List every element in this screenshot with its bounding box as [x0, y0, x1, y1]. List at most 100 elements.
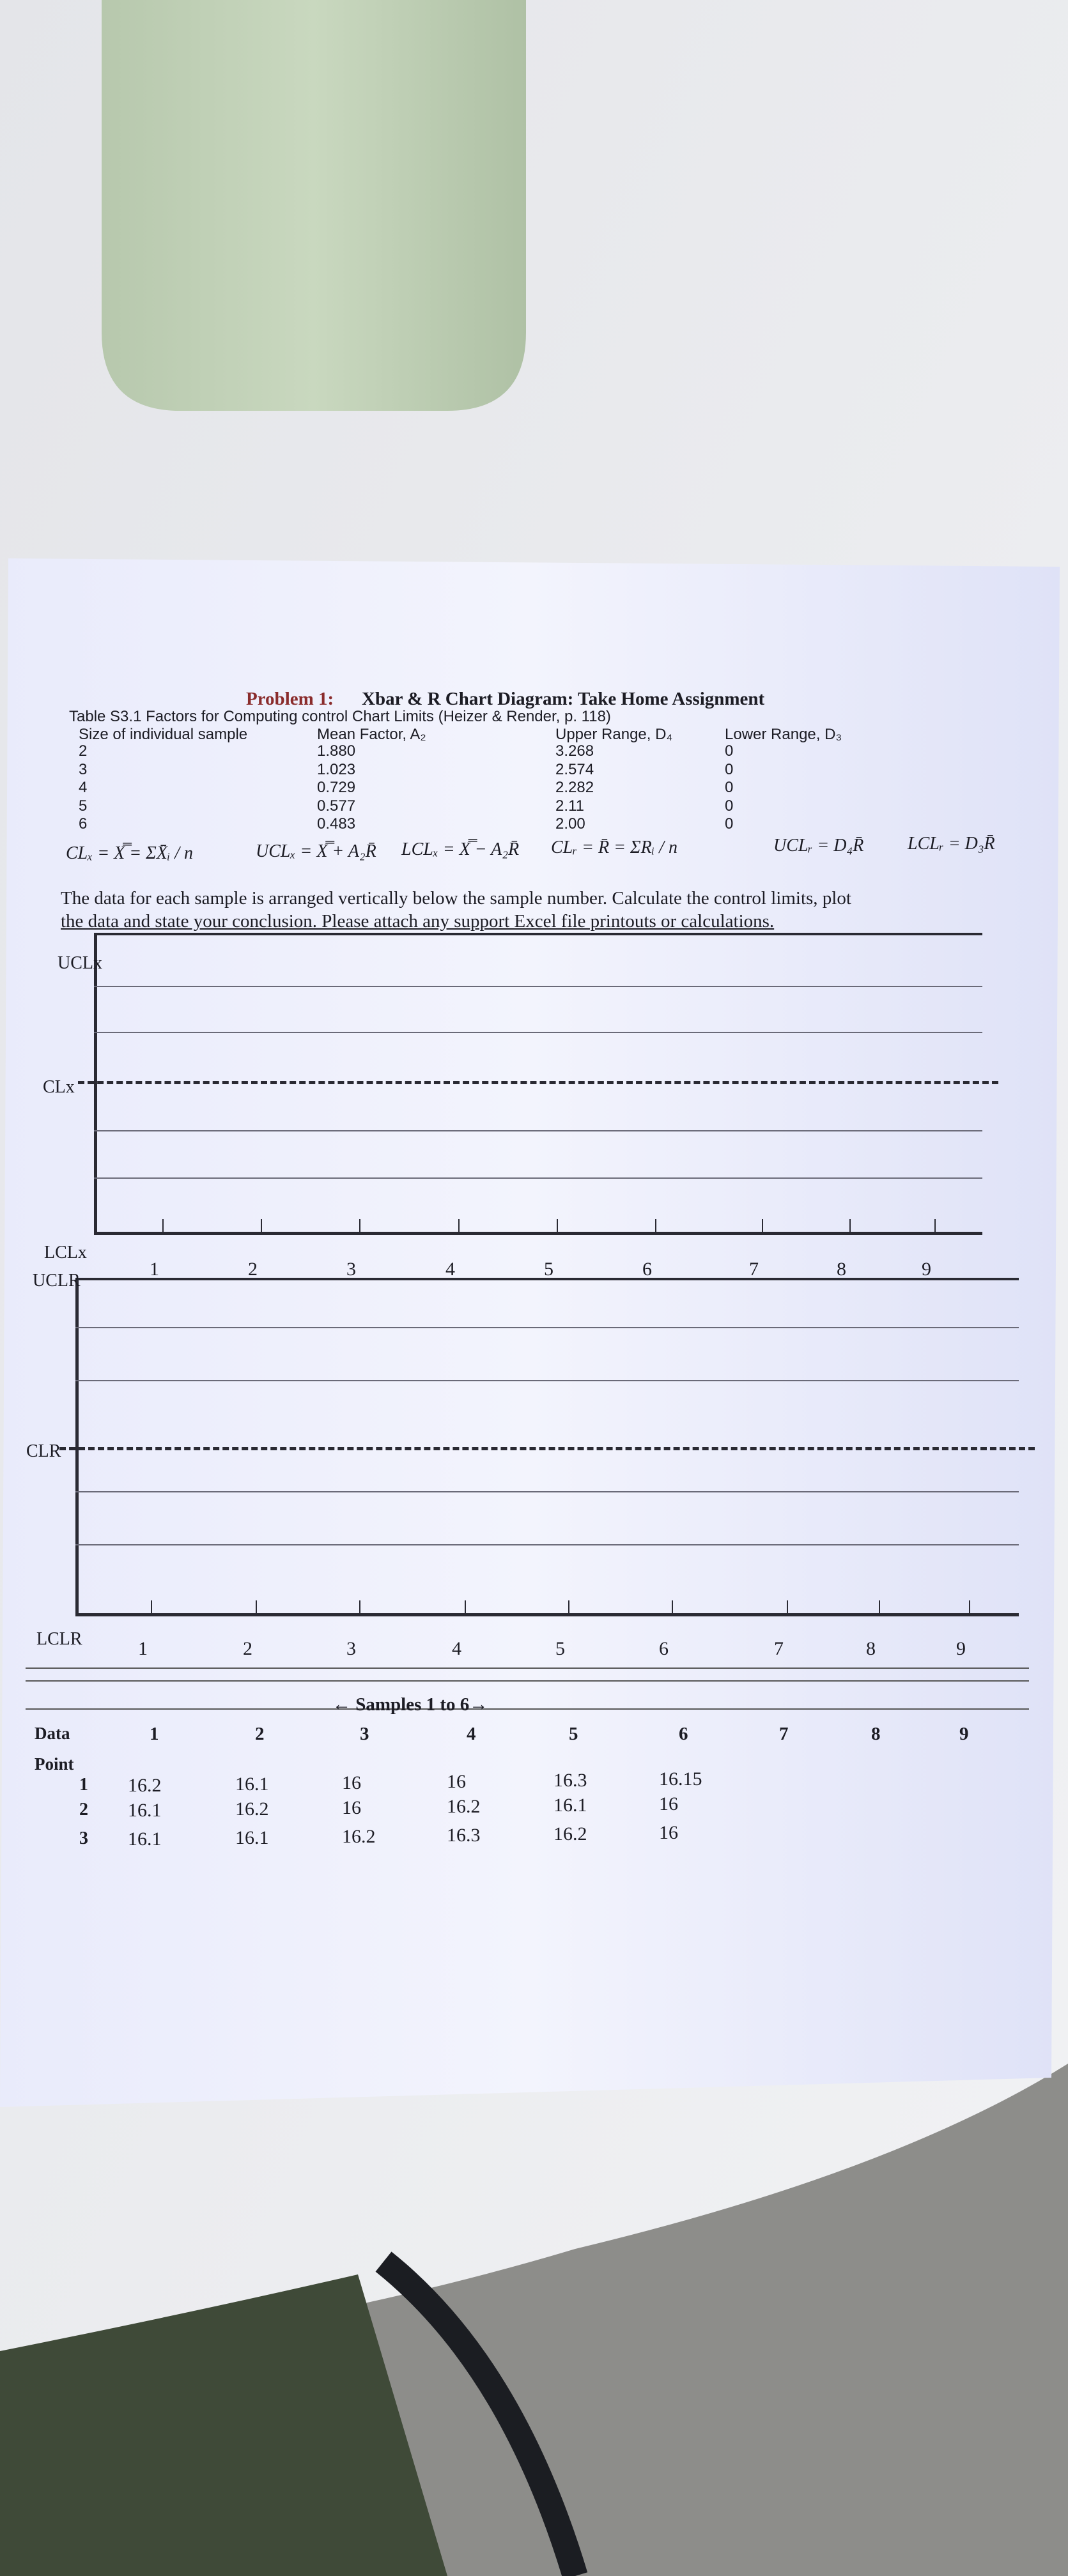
data-value: 16 — [342, 1797, 361, 1818]
sample-number: 8 — [837, 1259, 846, 1280]
table-cell: 0 — [725, 760, 734, 778]
data-header: Data — [35, 1724, 70, 1743]
table-cell: 2 — [79, 742, 88, 760]
top-line — [75, 1278, 1019, 1280]
data-value: 16 — [659, 1822, 678, 1843]
sample-header: 6 — [679, 1724, 688, 1744]
data-value: 16.1 — [128, 1800, 162, 1821]
point-number: 3 — [79, 1828, 88, 1848]
table-cell: 0 — [725, 797, 734, 815]
center-line — [59, 1447, 1035, 1450]
data-value: 16.3 — [447, 1825, 481, 1846]
tick-mark — [261, 1219, 262, 1232]
data-value: 16.2 — [553, 1823, 587, 1844]
column-header: Lower Range, D₃ — [725, 726, 842, 743]
table-cell: 6 — [79, 815, 88, 832]
tick-mark — [458, 1219, 460, 1232]
sample-header: 3 — [360, 1724, 369, 1744]
data-value: 16.2 — [447, 1796, 481, 1817]
chair-frame — [375, 2251, 588, 2576]
tick-mark — [787, 1600, 788, 1613]
grid-line — [75, 1491, 1019, 1492]
grid-line — [75, 1544, 1019, 1545]
column-header: Mean Factor, A₂ — [317, 726, 426, 743]
tick-mark — [465, 1600, 466, 1613]
column-header: Size of individual sample — [79, 726, 248, 743]
grid-line — [94, 1130, 982, 1131]
table-cell: 1.023 — [317, 760, 356, 778]
table-cell: 2.00 — [555, 815, 585, 832]
formula: CLᵣ = R̄ = ΣRᵢ / n — [551, 838, 677, 857]
limit-label: CLR — [26, 1441, 61, 1461]
tick-mark — [359, 1600, 360, 1613]
sample-number: 3 — [346, 1259, 356, 1280]
sample-number: 4 — [445, 1259, 455, 1280]
table-cell: 2.282 — [555, 779, 594, 796]
samples-header: ← Samples 1 to 6→ — [332, 1694, 488, 1715]
data-value: 16.1 — [235, 1827, 269, 1848]
instruction: The data for each sample is arranged ver… — [61, 888, 851, 908]
table-cell: 2.574 — [555, 760, 594, 778]
table-cell: 5 — [79, 797, 88, 815]
sample-number: 2 — [243, 1638, 252, 1659]
sample-number: 7 — [774, 1638, 784, 1659]
top-line — [94, 933, 982, 935]
grid-line — [94, 1177, 982, 1179]
grid-line — [75, 1380, 1019, 1381]
tick-mark — [762, 1219, 763, 1232]
table-cell: 3.268 — [555, 742, 594, 760]
rule-line — [26, 1667, 1029, 1669]
data-value: 16 — [659, 1793, 678, 1814]
sample-header: 8 — [871, 1724, 881, 1744]
data-value: 16 — [447, 1771, 466, 1792]
tick-mark — [672, 1600, 673, 1613]
point-number: 1 — [79, 1775, 88, 1795]
grid-line — [94, 986, 982, 987]
tick-mark — [969, 1600, 970, 1613]
sample-header: 9 — [959, 1724, 969, 1744]
column-header: Upper Range, D₄ — [555, 726, 673, 743]
tick-mark — [162, 1219, 164, 1232]
title: Xbar & R Chart Diagram: Take Home Assign… — [362, 689, 765, 709]
sample-number: 9 — [956, 1638, 966, 1659]
sample-number: 2 — [248, 1259, 258, 1280]
axis-line — [94, 1232, 982, 1235]
tick-mark — [151, 1600, 152, 1613]
formula: UCLᵣ = D₄R̄ — [773, 836, 864, 855]
sample-number: 4 — [452, 1638, 461, 1659]
data-value: 16.1 — [553, 1795, 587, 1816]
table-cell: 4 — [79, 779, 88, 796]
grid-line — [94, 1032, 982, 1033]
sample-number: 8 — [866, 1638, 876, 1659]
rule-line — [26, 1680, 1029, 1682]
point-number: 2 — [79, 1800, 88, 1820]
sample-header: 7 — [779, 1724, 789, 1744]
problem-label: Problem 1: — [246, 689, 334, 709]
data-value: 16 — [342, 1772, 361, 1793]
center-line — [78, 1081, 998, 1084]
tick-mark — [568, 1600, 569, 1613]
sample-header: 5 — [569, 1724, 578, 1744]
limit-label: LCLR — [36, 1629, 82, 1649]
sample-number: 3 — [346, 1638, 356, 1659]
sample-header: 4 — [467, 1724, 476, 1744]
table-cell: 0.729 — [317, 779, 356, 796]
axis-line — [75, 1613, 1019, 1616]
data-value: 16.1 — [128, 1828, 162, 1850]
instruction: the data and state your conclusion. Plea… — [61, 911, 775, 931]
chair-leg — [0, 2274, 447, 2576]
sample-header: 2 — [255, 1724, 265, 1744]
table-cell: 1.880 — [317, 742, 356, 760]
data-value: 16.3 — [553, 1770, 587, 1791]
formula: LCLₓ = X̿ − A₂R̄ — [401, 839, 520, 859]
table-caption: Table S3.1 Factors for Computing control… — [69, 708, 611, 725]
grid-line — [75, 1327, 1019, 1328]
table-cell: 3 — [79, 760, 88, 778]
sample-number: 6 — [659, 1638, 669, 1659]
sample-number: 5 — [555, 1638, 565, 1659]
table-cell: 0.483 — [317, 815, 356, 832]
table-cell: 2.11 — [555, 797, 584, 815]
sample-number: 9 — [922, 1259, 931, 1280]
limit-label: UCLR — [33, 1271, 81, 1291]
